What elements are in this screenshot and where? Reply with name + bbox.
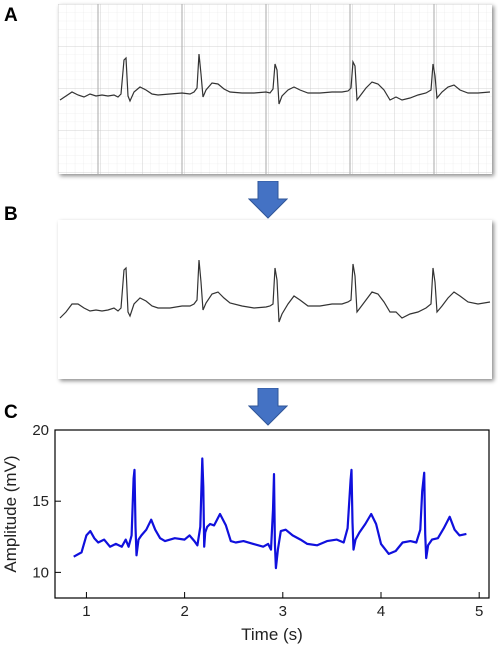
extracted-trace-svg	[59, 259, 491, 323]
extracted-trace-image	[58, 220, 492, 379]
down-arrow-icon	[248, 388, 288, 426]
down-arrow-icon	[248, 181, 288, 219]
y-tick-label: 15	[32, 493, 49, 510]
x-tick-label: 1	[82, 603, 90, 620]
x-axis-label: Time (s)	[241, 625, 303, 644]
x-tick-label: 2	[180, 603, 188, 620]
x-tick-label: 3	[279, 603, 287, 620]
plot-frame	[54, 429, 490, 599]
ecg-paper-svg	[58, 4, 492, 174]
y-tick-label: 20	[32, 422, 49, 439]
x-tick-label: 5	[475, 603, 483, 620]
digitized-ecg-chart: 10 15 20 1 2 3 4 5 Time (s) Amplitude (mV)	[1, 422, 490, 644]
y-axis-label: Amplitude (mV)	[1, 455, 20, 572]
extracted-trace	[59, 259, 491, 323]
panel-label-b: B	[4, 204, 18, 225]
panel-label-c: C	[4, 402, 18, 423]
ecg-paper-trace	[59, 53, 491, 105]
ecg-grid	[58, 4, 492, 174]
x-tick-label: 4	[377, 603, 385, 620]
ecg-paper-image	[58, 4, 492, 174]
y-tick-label: 10	[32, 564, 49, 581]
amplitude-series-line	[73, 457, 467, 570]
panel-label-a: A	[4, 5, 18, 26]
